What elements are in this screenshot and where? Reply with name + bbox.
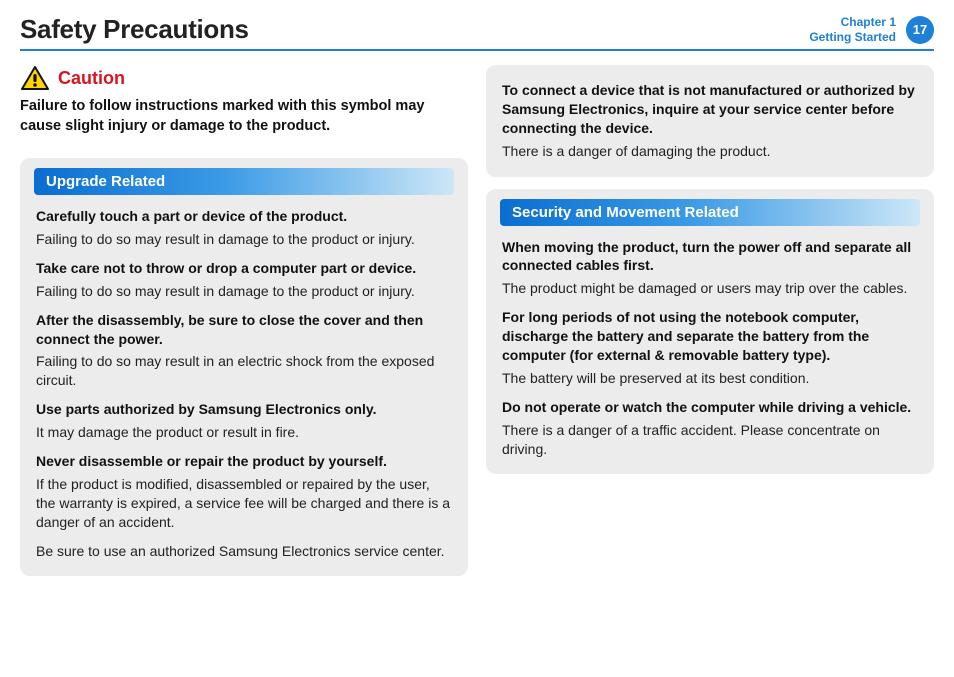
security-item-bold: When moving the product, turn the power …	[502, 238, 918, 276]
chapter-line-2: Getting Started	[809, 30, 896, 44]
security-item-body: The battery will be preserved at its bes…	[502, 369, 918, 388]
upgrade-trailing: Be sure to use an authorized Samsung Ele…	[36, 542, 452, 561]
security-item-bold: Do not operate or watch the computer whi…	[502, 398, 918, 417]
security-item-bold: For long periods of not using the notebo…	[502, 308, 918, 365]
security-item-body: There is a danger of a traffic accident.…	[502, 421, 918, 459]
upgrade-item-bold: Take care not to throw or drop a compute…	[36, 259, 452, 278]
right-column: To connect a device that is not manufact…	[486, 65, 934, 576]
upgrade-panel: Upgrade Related Carefully touch a part o…	[20, 158, 468, 576]
upgrade-item-body: If the product is modified, disassembled…	[36, 475, 452, 532]
upgrade-heading: Upgrade Related	[34, 168, 454, 195]
chapter-line-1: Chapter 1	[809, 15, 896, 29]
caution-label: Caution	[58, 68, 125, 89]
caution-icon	[20, 65, 50, 91]
upgrade-item-body: Failing to do so may result in damage to…	[36, 230, 452, 249]
page-number-badge: 17	[906, 16, 934, 44]
connect-item-bold: To connect a device that is not manufact…	[502, 81, 918, 138]
connect-item-body: There is a danger of damaging the produc…	[502, 142, 918, 161]
upgrade-item-body: It may damage the product or result in f…	[36, 423, 452, 442]
upgrade-item-bold: After the disassembly, be sure to close …	[36, 311, 452, 349]
upgrade-item-body: Failing to do so may result in damage to…	[36, 282, 452, 301]
left-column: Caution Failure to follow instructions m…	[20, 65, 468, 576]
caution-header-row: Caution	[20, 65, 468, 91]
security-item-body: The product might be damaged or users ma…	[502, 279, 918, 298]
page-number: 17	[913, 22, 927, 37]
caution-block: Caution Failure to follow instructions m…	[20, 65, 468, 146]
security-heading: Security and Movement Related	[500, 199, 920, 226]
page-title: Safety Precautions	[20, 14, 809, 45]
chapter-block: Chapter 1 Getting Started	[809, 15, 896, 44]
upgrade-item-bold: Never disassemble or repair the product …	[36, 452, 452, 471]
page-root: Safety Precautions Chapter 1 Getting Sta…	[0, 0, 954, 677]
security-panel: Security and Movement Related When movin…	[486, 189, 934, 475]
upgrade-item-bold: Carefully touch a part or device of the …	[36, 207, 452, 226]
upgrade-item-body: Failing to do so may result in an electr…	[36, 352, 452, 390]
content-columns: Caution Failure to follow instructions m…	[20, 65, 934, 576]
caution-intro: Failure to follow instructions marked wi…	[20, 97, 468, 136]
connect-panel: To connect a device that is not manufact…	[486, 65, 934, 177]
upgrade-item-bold: Use parts authorized by Samsung Electron…	[36, 400, 452, 419]
page-header: Safety Precautions Chapter 1 Getting Sta…	[20, 14, 934, 51]
